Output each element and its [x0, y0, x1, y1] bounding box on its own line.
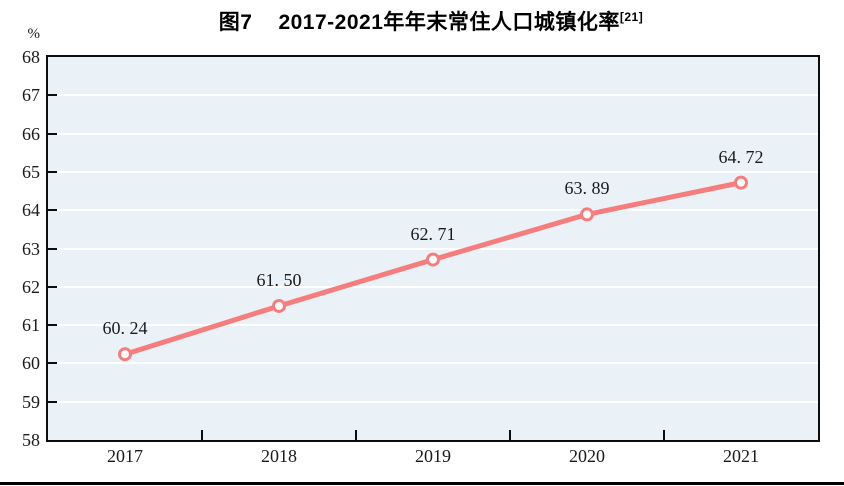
data-label-2021: 64. 72: [718, 146, 764, 167]
x-axis-label-2018: 2018: [261, 446, 297, 466]
gridline-y-62: [48, 285, 818, 288]
y-axis-tick-66: [48, 132, 57, 135]
gridline-y-59: [48, 400, 818, 403]
x-axis-tick-3: [509, 430, 511, 440]
data-label-2018: 61. 50: [256, 269, 302, 290]
x-axis-label-2021: 2021: [723, 446, 759, 466]
x-axis-tick-4: [663, 430, 665, 440]
x-axis-label-2017: 2017: [107, 446, 143, 466]
y-axis-label-68: 68: [22, 47, 40, 67]
y-axis-label-58: 58: [22, 430, 40, 450]
gridline-y-65: [48, 170, 818, 173]
y-axis-tick-59: [48, 400, 57, 403]
gridline-y-61: [48, 324, 818, 327]
trend-line: [122, 180, 744, 357]
y-axis-label-61: 61: [22, 315, 40, 336]
y-axis-label-66: 66: [22, 123, 40, 144]
y-axis-tick-62: [48, 285, 57, 288]
y-axis-tick-64: [48, 209, 57, 212]
x-axis-label-2019: 2019: [415, 446, 451, 466]
figure-title-main: 2017-2021年年末常住人口城镇化率: [278, 11, 620, 34]
data-label-2020: 63. 89: [564, 178, 610, 199]
figure-title: 图7 2017-2021年年末常住人口城镇化率[21]: [0, 6, 844, 36]
figure-title-prefix: 图7: [218, 11, 253, 34]
gridline-y-64: [48, 209, 818, 212]
y-axis-tick-63: [48, 247, 57, 250]
y-axis-label-60: 60: [22, 353, 40, 374]
y-axis-label-62: 62: [22, 276, 40, 297]
x-axis-label-2020: 2020: [569, 446, 605, 466]
data-point-2017: [118, 347, 132, 362]
y-axis-tick-65: [48, 170, 57, 173]
data-point-2020: [580, 207, 594, 222]
gridline-y-63: [48, 247, 818, 250]
data-point-2021: [734, 175, 748, 190]
plot-area: 60. 24 61. 50 62. 71 63. 89 64. 72: [46, 55, 820, 442]
y-axis-label-67: 67: [22, 85, 40, 106]
series-layer: [118, 175, 748, 362]
x-axis-tick-2: [355, 430, 357, 440]
bottom-page-rule: [0, 482, 844, 485]
y-axis-tick-67: [48, 94, 57, 97]
y-axis-unit-label: %: [27, 26, 41, 42]
data-point-2019: [426, 252, 440, 267]
y-axis-tick-61: [48, 324, 57, 327]
data-point-2018: [272, 298, 286, 313]
figure-title-footnote-marker: [21]: [619, 10, 644, 24]
gridline-y-66: [48, 132, 818, 135]
data-label-2019: 62. 71: [410, 223, 456, 244]
y-axis-label-64: 64: [22, 200, 40, 221]
x-axis-tick-1: [201, 430, 203, 440]
gridline-y-60: [48, 362, 818, 365]
y-axis-label-65: 65: [22, 161, 40, 182]
gridline-y-67: [48, 94, 818, 97]
y-axis-tick-60: [48, 362, 57, 365]
y-axis-label-63: 63: [22, 238, 40, 259]
y-axis-label-59: 59: [22, 391, 40, 412]
data-label-2017: 60. 24: [102, 318, 148, 339]
